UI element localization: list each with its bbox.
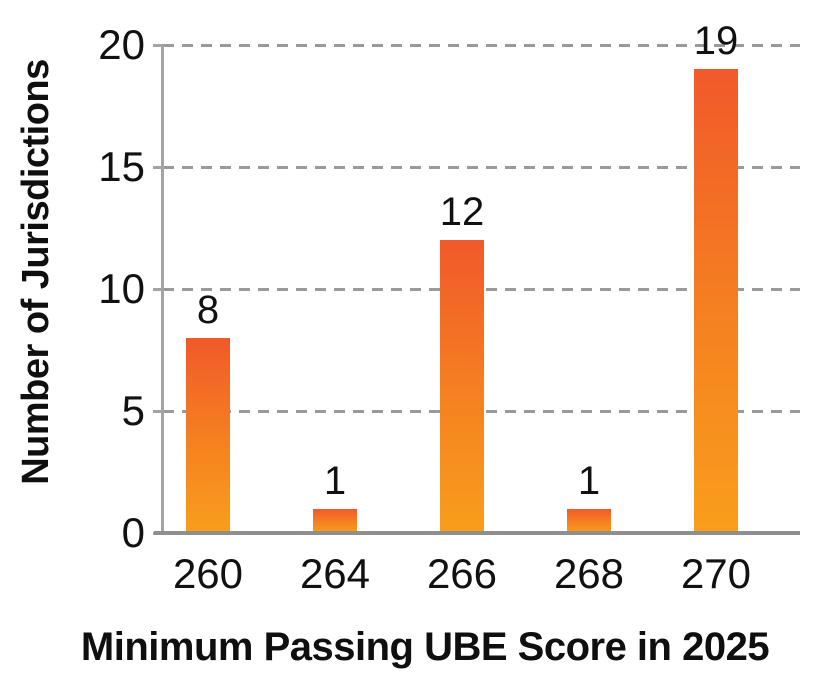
y-axis-tick xyxy=(153,43,163,47)
x-tick-label: 264 xyxy=(299,550,371,597)
y-tick-label: 5 xyxy=(121,387,145,434)
y-tick-label: 0 xyxy=(121,509,145,556)
plot-area xyxy=(163,43,800,533)
y-axis-tick xyxy=(153,287,163,291)
bar-value-label: 12 xyxy=(439,190,485,235)
bar-value-label: 1 xyxy=(577,458,601,503)
x-tick-label: 270 xyxy=(680,550,752,597)
gridline xyxy=(163,43,800,47)
y-tick-label: 20 xyxy=(98,21,145,68)
x-tick-label: 266 xyxy=(426,550,498,597)
bar xyxy=(440,240,484,533)
bar-value-label: 19 xyxy=(693,19,739,64)
y-tick-label: 15 xyxy=(98,143,145,190)
gridline xyxy=(163,165,800,169)
x-axis-title: Minimum Passing UBE Score in 2025 xyxy=(80,625,770,669)
y-axis-tick xyxy=(153,409,163,413)
bar-value-label: 1 xyxy=(323,458,347,503)
y-tick-label: 10 xyxy=(98,265,145,312)
x-axis-line xyxy=(154,531,800,535)
x-tick-label: 260 xyxy=(172,550,244,597)
bar-value-label: 8 xyxy=(196,287,220,332)
x-tick-label: 268 xyxy=(553,550,625,597)
bar xyxy=(313,508,357,533)
bar xyxy=(567,508,611,533)
y-axis-tick xyxy=(153,165,163,169)
bar xyxy=(186,337,230,533)
bar xyxy=(694,69,738,533)
